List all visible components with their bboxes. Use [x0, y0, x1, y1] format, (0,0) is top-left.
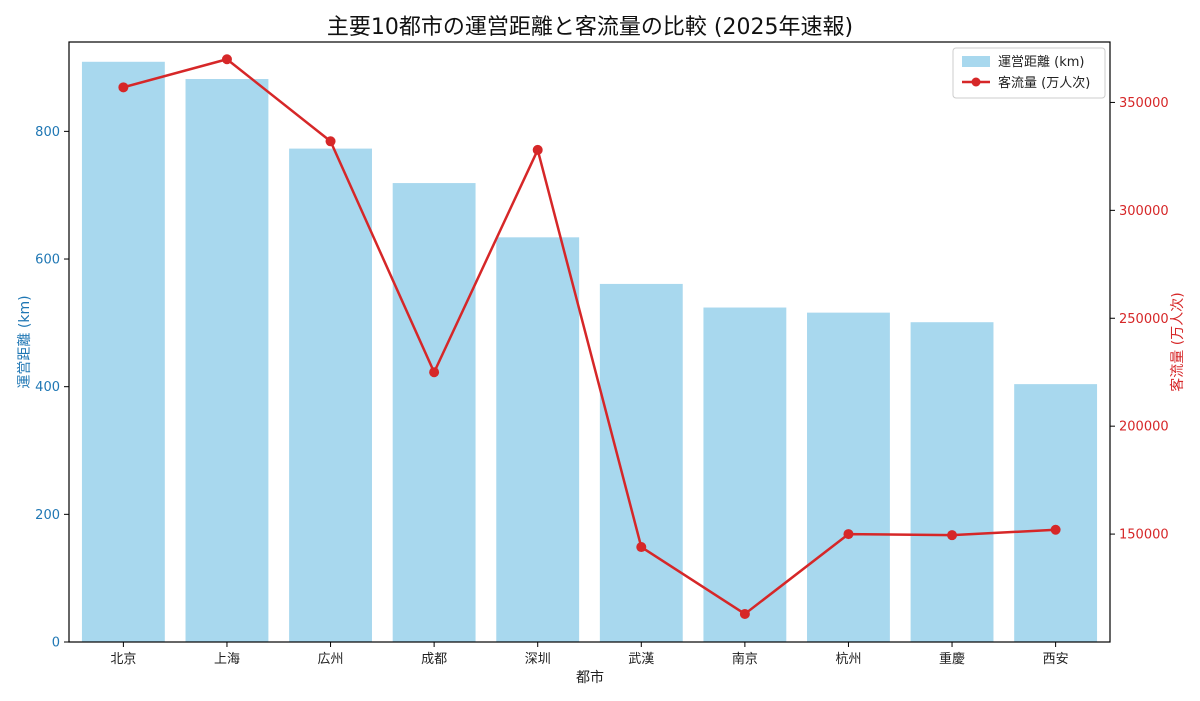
passenger-flow-point-8: [843, 529, 854, 540]
bar-1: [81, 61, 165, 643]
right-tick-label-3: 300000: [1119, 204, 1169, 219]
left-y-axis-label: 運営距離 (km): [16, 295, 33, 388]
passenger-flow-line: [123, 58, 1056, 616]
left-tick-label-2: 400: [35, 380, 60, 395]
legend-line-marker: [971, 77, 981, 87]
bar-5: [496, 237, 580, 642]
bar-10: [1014, 384, 1098, 642]
legend-line-label: 客流量 (万人次): [998, 75, 1090, 91]
passenger-flow-point-4: [429, 367, 440, 378]
left-tick-label-0: 0: [52, 636, 60, 651]
passenger-flow-point-5: [532, 144, 543, 155]
passenger-flow-point-10: [1050, 524, 1061, 535]
x-tick-label-1: 上海: [214, 652, 240, 667]
passenger-flow-point-1: [118, 82, 129, 93]
bar-7: [703, 307, 787, 642]
right-y-axis: 150000 200000 250000 300000 350000: [1110, 96, 1169, 543]
bar-series: [81, 61, 1098, 643]
bar-3: [289, 148, 372, 642]
x-tick-label-9: 西安: [1043, 652, 1069, 667]
chart-title: 主要10都市の運営距離と客流量の比較 (2025年速報): [327, 15, 853, 40]
right-tick-label-4: 350000: [1119, 96, 1169, 111]
left-tick-label-1: 200: [35, 508, 60, 523]
left-y-axis: 0 200 400 600 800: [35, 125, 69, 651]
legend-bar-swatch: [962, 56, 990, 67]
passenger-flow-point-3: [325, 136, 336, 147]
line-series: [118, 54, 1061, 619]
x-tick-label-8: 重慶: [939, 651, 965, 667]
right-tick-label-1: 200000: [1119, 420, 1169, 435]
right-y-axis-label: 客流量 (万人次): [1169, 292, 1186, 391]
passenger-flow-point-9: [947, 530, 958, 541]
left-tick-label-4: 800: [35, 125, 60, 140]
x-tick-label-4: 深圳: [525, 652, 551, 667]
x-tick-label-5: 武漢: [628, 652, 654, 667]
left-tick-label-3: 600: [35, 253, 60, 268]
passenger-flow-point-7: [739, 608, 750, 619]
plot-frame: [68, 41, 1111, 643]
x-tick-label-3: 成都: [421, 652, 447, 667]
right-tick-label-0: 150000: [1119, 528, 1169, 543]
passenger-flow-point-6: [636, 542, 647, 553]
bar-9: [910, 322, 994, 642]
bar-4: [392, 183, 476, 642]
passenger-flow-point-2: [221, 54, 232, 65]
x-axis: 北京 上海 広州 成都 深圳 武漢 南京 杭州 重慶 西安: [110, 642, 1069, 667]
legend: 運営距離 (km) 客流量 (万人次): [952, 47, 1106, 99]
x-tick-label-2: 広州: [318, 652, 344, 667]
bar-8: [807, 312, 890, 642]
legend-bar-label: 運営距離 (km): [998, 55, 1084, 70]
x-tick-label-6: 南京: [732, 651, 758, 667]
legend-box: [952, 47, 1106, 99]
bar-6: [599, 283, 683, 642]
x-axis-label: 都市: [576, 669, 604, 686]
bar-2: [185, 79, 269, 642]
right-tick-label-2: 250000: [1119, 312, 1169, 327]
x-tick-label-7: 杭州: [835, 652, 861, 667]
x-tick-label-0: 北京: [110, 652, 136, 667]
